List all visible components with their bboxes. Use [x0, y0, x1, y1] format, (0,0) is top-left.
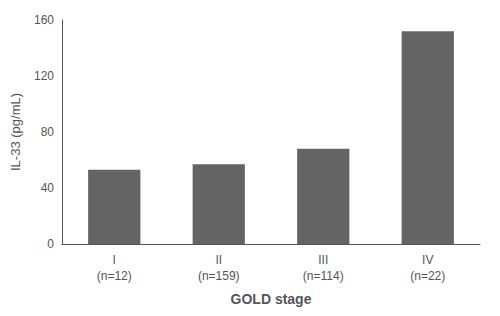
svg-text:IV: IV — [422, 253, 433, 267]
svg-text:(n=12): (n=12) — [97, 269, 132, 283]
svg-text:(n=22): (n=22) — [410, 269, 445, 283]
svg-text:II: II — [215, 253, 222, 267]
svg-text:40: 40 — [41, 181, 55, 195]
svg-text:0: 0 — [47, 237, 54, 251]
svg-text:(n=159): (n=159) — [198, 269, 240, 283]
svg-text:80: 80 — [41, 125, 55, 139]
svg-text:120: 120 — [34, 69, 54, 83]
svg-text:IL-33 (pg/mL): IL-33 (pg/mL) — [8, 93, 23, 171]
svg-text:GOLD stage: GOLD stage — [231, 291, 312, 307]
svg-text:(n=114): (n=114) — [303, 269, 344, 283]
svg-text:I: I — [113, 253, 116, 267]
svg-text:III: III — [318, 253, 328, 267]
svg-text:160: 160 — [34, 13, 54, 27]
